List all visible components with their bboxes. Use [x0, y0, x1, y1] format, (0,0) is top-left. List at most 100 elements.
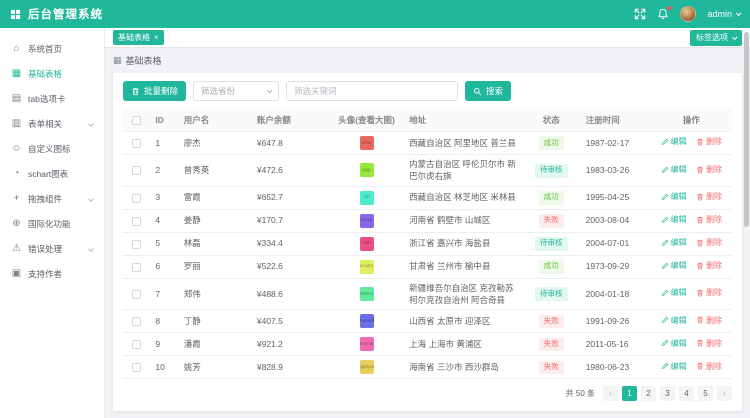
- delete-button[interactable]: 删除: [696, 164, 722, 176]
- page-button-2[interactable]: 2: [641, 386, 656, 402]
- edit-icon: [661, 289, 668, 297]
- sidebar-item-charts[interactable]: ◔ schart图表: [0, 161, 104, 186]
- delete-button[interactable]: 删除: [696, 136, 722, 148]
- cell-register-date: 2004-01-18: [579, 278, 651, 311]
- page-button-3[interactable]: 3: [660, 386, 675, 402]
- home-icon: ⌂: [13, 43, 20, 54]
- row-avatar-image[interactable]: chabadk: [359, 314, 374, 329]
- row-avatar-image[interactable]: xmjdm: [359, 259, 374, 274]
- table-row: 10 姚芳 ¥828.9 mgefyux 海南省 三沙市 西沙群岛 失败 198…: [123, 355, 732, 380]
- row-avatar-image[interactable]: mgefyux: [359, 360, 374, 375]
- select-all-checkbox[interactable]: [131, 116, 141, 126]
- sidebar-item-label: schart图表: [28, 168, 69, 179]
- cell-address: 新疆维吾尔自治区 克孜勒苏柯尔克孜自治州 阿合奇县: [403, 278, 523, 311]
- row-avatar-image[interactable]: gxgr: [359, 163, 374, 178]
- province-select[interactable]: 筛选省份: [193, 81, 280, 101]
- sidebar-item-basetable[interactable]: ▦ 基础表格: [0, 61, 104, 86]
- row-avatar-image[interactable]: ecbx: [359, 136, 374, 150]
- scrollbar-thumb[interactable]: [744, 32, 749, 227]
- row-avatar-image[interactable]: cqfh: [359, 236, 374, 251]
- sidebar-item-i18n[interactable]: ⊕ 国际化功能: [0, 211, 104, 236]
- keyword-input[interactable]: [286, 81, 459, 101]
- delete-button[interactable]: 删除: [696, 338, 722, 350]
- row-avatar-image[interactable]: afeap: [359, 213, 374, 228]
- cell-balance: ¥407.5: [250, 309, 331, 334]
- cell-username: 罗丽: [177, 255, 251, 279]
- bell-icon[interactable]: [657, 6, 672, 20]
- chart-icon: ◔: [13, 168, 20, 179]
- edit-button[interactable]: 编辑: [661, 214, 687, 226]
- delete-button[interactable]: 删除: [696, 237, 722, 249]
- cell-register-date: 1980-06-23: [579, 355, 651, 380]
- edit-button[interactable]: 编辑: [661, 191, 687, 203]
- globe-icon: ⊕: [12, 218, 21, 229]
- row-checkbox[interactable]: [131, 262, 141, 272]
- row-checkbox[interactable]: [131, 363, 141, 373]
- edit-button[interactable]: 编辑: [661, 338, 687, 350]
- cell-balance: ¥828.9: [250, 355, 331, 380]
- column-header: 注册时间: [579, 109, 651, 132]
- delete-button[interactable]: 删除: [696, 361, 722, 373]
- sidebar-item-form[interactable]: ▥ 表单相关: [0, 111, 104, 136]
- tags-options-button[interactable]: 标签选项: [690, 29, 742, 46]
- cell-register-date: 2011-05-16: [579, 332, 651, 357]
- sidebar-item-dashboard[interactable]: ⌂ 系统首页: [0, 36, 104, 61]
- delete-button[interactable]: 删除: [696, 260, 722, 272]
- cell-id: 6: [149, 255, 178, 279]
- cell-username: 雷霞: [177, 186, 251, 210]
- row-checkbox[interactable]: [131, 139, 141, 149]
- edit-button[interactable]: 编辑: [661, 136, 687, 148]
- cell-address: 浙江省 嘉兴市 海盐县: [403, 232, 523, 256]
- next-page-button[interactable]: ›: [717, 386, 732, 402]
- sidebar-item-tabs[interactable]: ▤ tab选项卡: [0, 86, 104, 111]
- row-avatar-image[interactable]: heyrhk: [359, 337, 374, 352]
- row-checkbox[interactable]: [131, 166, 141, 176]
- cell-username: 郑伟: [177, 278, 251, 311]
- edit-button[interactable]: 编辑: [661, 287, 687, 299]
- user-avatar[interactable]: [680, 6, 697, 22]
- chevron-down-icon: [735, 10, 742, 17]
- sidebar: ⌂ 系统首页 ▦ 基础表格 ▤ tab选项卡 ▥ 表单相关 ☺ 自定义图标 ◔ …: [0, 28, 105, 418]
- row-avatar-image[interactable]: mehcu: [359, 286, 374, 301]
- sidebar-item-donate[interactable]: ▣ 支持作者: [0, 261, 104, 286]
- batch-delete-button[interactable]: 批量删除: [123, 81, 187, 101]
- row-checkbox[interactable]: [131, 216, 141, 226]
- page-button-5[interactable]: 5: [698, 386, 713, 402]
- cell-register-date: 2004-07-01: [579, 232, 651, 256]
- sidebar-item-icons[interactable]: ☺ 自定义图标: [0, 136, 104, 161]
- delete-button[interactable]: 删除: [696, 287, 722, 299]
- cell-id: 1: [149, 131, 178, 155]
- edit-button[interactable]: 编辑: [661, 237, 687, 249]
- row-checkbox[interactable]: [131, 239, 141, 249]
- delete-button[interactable]: 删除: [696, 214, 722, 226]
- warning-icon: ⚠: [12, 243, 21, 254]
- edit-button[interactable]: 编辑: [661, 260, 687, 272]
- row-checkbox[interactable]: [131, 290, 141, 300]
- row-checkbox[interactable]: [131, 317, 141, 327]
- sidebar-item-label: 错误处理: [28, 243, 63, 254]
- page-button-1[interactable]: 1: [622, 386, 637, 402]
- edit-button[interactable]: 编辑: [661, 315, 687, 327]
- search-button[interactable]: 搜索: [465, 81, 512, 101]
- page-button-4[interactable]: 4: [679, 386, 694, 402]
- delete-icon: [697, 262, 703, 270]
- cell-id: 7: [149, 278, 178, 311]
- tab-basetable[interactable]: 基础表格 ×: [113, 30, 164, 45]
- sidebar-item-drag[interactable]: + 拖拽组件: [0, 186, 104, 211]
- row-avatar-image[interactable]: njcl: [359, 190, 374, 205]
- tags-bar: 基础表格 × 标签选项: [105, 28, 750, 48]
- delete-icon: [697, 363, 703, 370]
- row-checkbox[interactable]: [131, 193, 141, 203]
- delete-button[interactable]: 删除: [696, 315, 722, 327]
- prev-page-button[interactable]: ‹: [603, 386, 618, 402]
- fullscreen-icon[interactable]: [634, 8, 646, 20]
- close-icon[interactable]: ×: [154, 32, 159, 42]
- delete-button[interactable]: 删除: [696, 191, 722, 203]
- row-checkbox[interactable]: [131, 340, 141, 350]
- edit-button[interactable]: 编辑: [661, 361, 687, 373]
- sidebar-item-error[interactable]: ⚠ 错误处理: [0, 236, 104, 261]
- user-menu[interactable]: admin: [707, 9, 742, 19]
- edit-button[interactable]: 编辑: [661, 164, 687, 176]
- cell-id: 8: [149, 309, 178, 334]
